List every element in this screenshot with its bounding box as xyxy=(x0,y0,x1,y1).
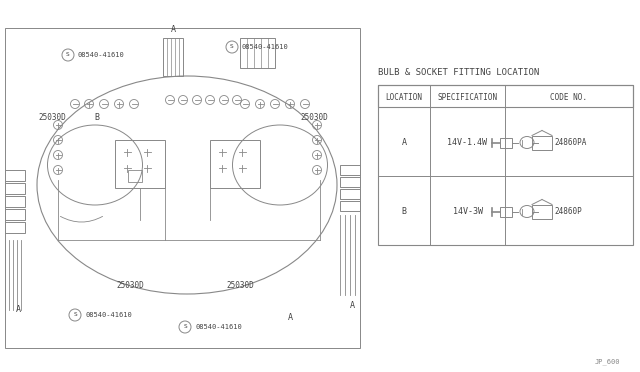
Bar xyxy=(5,28,360,348)
Bar xyxy=(340,189,360,199)
Text: A: A xyxy=(349,301,355,310)
Text: A: A xyxy=(15,305,20,314)
Bar xyxy=(500,206,512,217)
Bar xyxy=(378,85,633,107)
Bar xyxy=(240,38,275,68)
Text: A: A xyxy=(401,138,406,147)
Bar xyxy=(532,205,552,218)
Text: S: S xyxy=(183,324,187,330)
Text: B: B xyxy=(95,113,99,122)
Text: A: A xyxy=(287,314,292,323)
Bar xyxy=(500,138,512,148)
Text: 08540-41610: 08540-41610 xyxy=(242,44,289,50)
Text: B: B xyxy=(401,207,406,216)
Text: CODE NO.: CODE NO. xyxy=(550,93,588,102)
Text: S: S xyxy=(66,52,70,58)
Bar xyxy=(128,170,142,182)
Bar xyxy=(163,38,183,76)
Bar xyxy=(378,85,633,245)
Bar xyxy=(5,170,25,181)
Text: 08540-41610: 08540-41610 xyxy=(78,52,125,58)
Text: 25030D: 25030D xyxy=(300,113,328,122)
Text: 14V-3W: 14V-3W xyxy=(452,207,483,216)
Text: 24860P: 24860P xyxy=(554,207,582,216)
Bar xyxy=(532,135,552,150)
Text: S: S xyxy=(230,45,234,49)
Text: 25030D: 25030D xyxy=(226,280,254,289)
Bar xyxy=(340,177,360,187)
Bar xyxy=(115,140,165,188)
Bar xyxy=(340,165,360,175)
Text: 25030D: 25030D xyxy=(38,113,66,122)
Text: A: A xyxy=(170,26,175,35)
Text: LOCATION: LOCATION xyxy=(385,93,422,102)
Bar xyxy=(5,222,25,233)
Bar xyxy=(5,209,25,220)
Text: 08540-41610: 08540-41610 xyxy=(195,324,242,330)
Text: JP_600: JP_600 xyxy=(595,359,620,365)
Bar xyxy=(5,183,25,194)
Text: BULB & SOCKET FITTING LOCATION: BULB & SOCKET FITTING LOCATION xyxy=(378,68,540,77)
Text: SPECIFICATION: SPECIFICATION xyxy=(437,93,497,102)
Text: 25030D: 25030D xyxy=(116,280,144,289)
Bar xyxy=(210,140,260,188)
Text: 14V-1.4W: 14V-1.4W xyxy=(447,138,488,147)
Bar xyxy=(340,201,360,211)
Text: 08540-41610: 08540-41610 xyxy=(85,312,132,318)
Text: 24860PA: 24860PA xyxy=(554,138,586,147)
Text: S: S xyxy=(73,312,77,317)
Bar xyxy=(5,196,25,207)
